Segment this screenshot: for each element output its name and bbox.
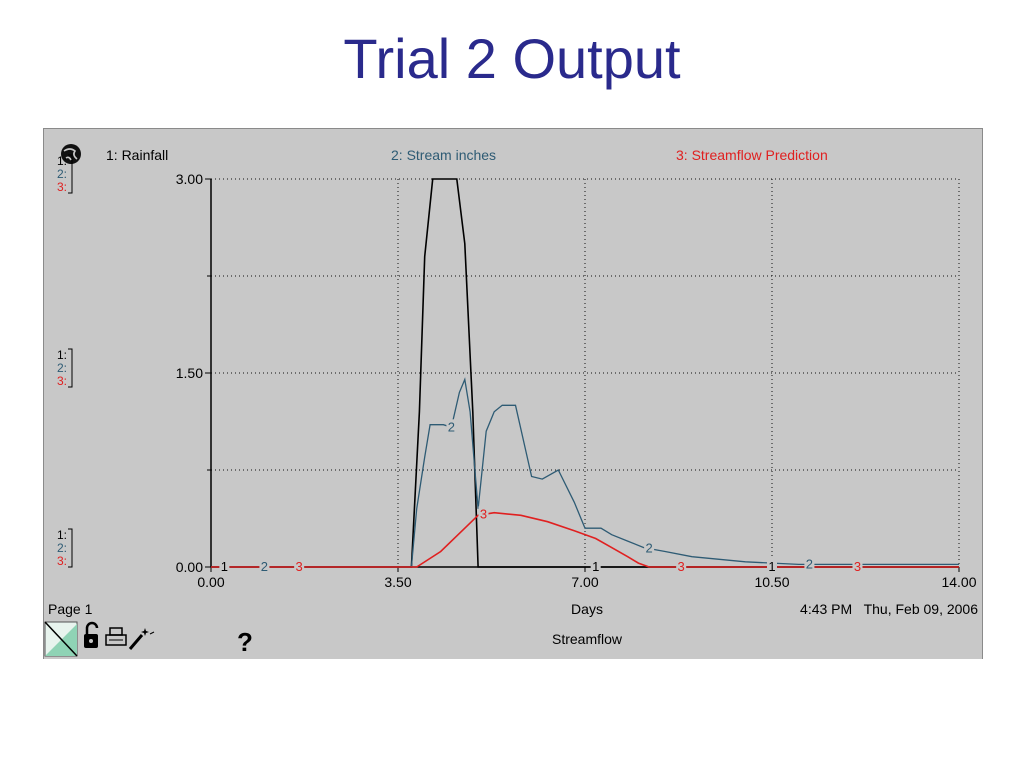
- chart-grid: [211, 178, 960, 567]
- scale-marker-group: 1:2:3:: [57, 528, 73, 568]
- scale-marker-label: 2:: [57, 361, 67, 375]
- scale-markers: 1:2:3:1:2:3:1:2:3:: [57, 154, 73, 568]
- chart-series-markers: 1 1 1 2 2 2 2 3 3 3 3: [219, 419, 863, 574]
- unlock-icon[interactable]: [84, 621, 99, 648]
- graph-name: Streamflow: [552, 631, 623, 647]
- series-marker-bg: [676, 559, 687, 573]
- series-marker-2: 2: [448, 419, 455, 434]
- series-marker-1: 1: [768, 559, 775, 574]
- x-axis-label: Days: [571, 601, 603, 617]
- magic-wand-icon[interactable]: [128, 628, 155, 650]
- scale-marker-label: 3:: [57, 554, 67, 568]
- series-marker-bg: [767, 559, 777, 573]
- scale-marker-label: 2:: [57, 167, 67, 181]
- y-tick-label: 0.00: [176, 559, 203, 575]
- series-marker-2: 2: [645, 541, 652, 556]
- legend-stream-inches: 2: Stream inches: [391, 147, 496, 163]
- series-marker-1: 1: [221, 559, 228, 574]
- series-marker-3: 3: [854, 559, 861, 574]
- series-line-1: [211, 178, 959, 568]
- series-marker-bg: [478, 506, 489, 521]
- scale-marker-group: 1:2:3:: [57, 348, 73, 388]
- series-marker-bg: [259, 559, 270, 573]
- series-marker-2: 2: [261, 559, 268, 574]
- scale-marker-bracket: [68, 528, 73, 568]
- globe-icon[interactable]: [61, 144, 81, 164]
- graph-window: 1: Rainfall 2: Stream inches 3: Streamfl…: [43, 128, 983, 659]
- page-label: Page 1: [48, 601, 93, 617]
- x-tick-label: 10.50: [754, 574, 789, 590]
- legend-rainfall: 1: Rainfall: [106, 147, 168, 163]
- series-marker-bg: [219, 559, 230, 573]
- scale-marker-label: 3:: [57, 180, 67, 194]
- x-tick-label: 14.00: [941, 574, 976, 590]
- scale-marker-label: 1:: [57, 348, 67, 362]
- series-marker-2: 2: [806, 556, 813, 571]
- series-line-3: [211, 511, 959, 568]
- series-marker-bg: [852, 559, 863, 573]
- y-tick-label: 1.50: [176, 365, 203, 381]
- scale-marker-bracket: [68, 348, 73, 388]
- scale-marker-group: 1:2:3:: [57, 154, 73, 194]
- x-tick-label: 7.00: [571, 574, 598, 590]
- series-marker-bg: [644, 540, 655, 555]
- series-marker-bg: [590, 559, 601, 573]
- y-tick-label: 3.00: [176, 171, 203, 187]
- help-button[interactable]: ?: [237, 627, 253, 657]
- series-marker-1: 1: [592, 559, 599, 574]
- series-marker-3: 3: [678, 559, 685, 574]
- series-marker-bg: [294, 559, 305, 573]
- page-corner-icon[interactable]: [44, 621, 78, 657]
- timestamp: 4:43 PM Thu, Feb 09, 2006: [800, 601, 978, 617]
- scale-marker-label: 1:: [57, 528, 67, 542]
- x-tick-label: 0.00: [197, 574, 224, 590]
- slide-title: Trial 2 Output: [343, 27, 681, 90]
- streamflow-chart: 1: Rainfall 2: Stream inches 3: Streamfl…: [44, 144, 978, 657]
- scale-marker-bracket: [68, 154, 73, 194]
- x-tick-label: 3.50: [384, 574, 411, 590]
- scale-marker-label: 1:: [57, 154, 67, 168]
- scale-marker-label: 3:: [57, 374, 67, 388]
- legend-streamflow-prediction: 3: Streamflow Prediction: [676, 147, 828, 163]
- series-marker-3: 3: [296, 559, 303, 574]
- series-marker-3: 3: [480, 506, 487, 521]
- chart-ticks: 0.00 1.50 3.00 0.00 3.50 7.00 10.50 14.00: [176, 171, 977, 590]
- print-icon[interactable]: [105, 627, 127, 646]
- series-marker-bg: [804, 556, 815, 571]
- series-marker-bg: [446, 419, 457, 434]
- scale-marker-label: 2:: [57, 541, 67, 555]
